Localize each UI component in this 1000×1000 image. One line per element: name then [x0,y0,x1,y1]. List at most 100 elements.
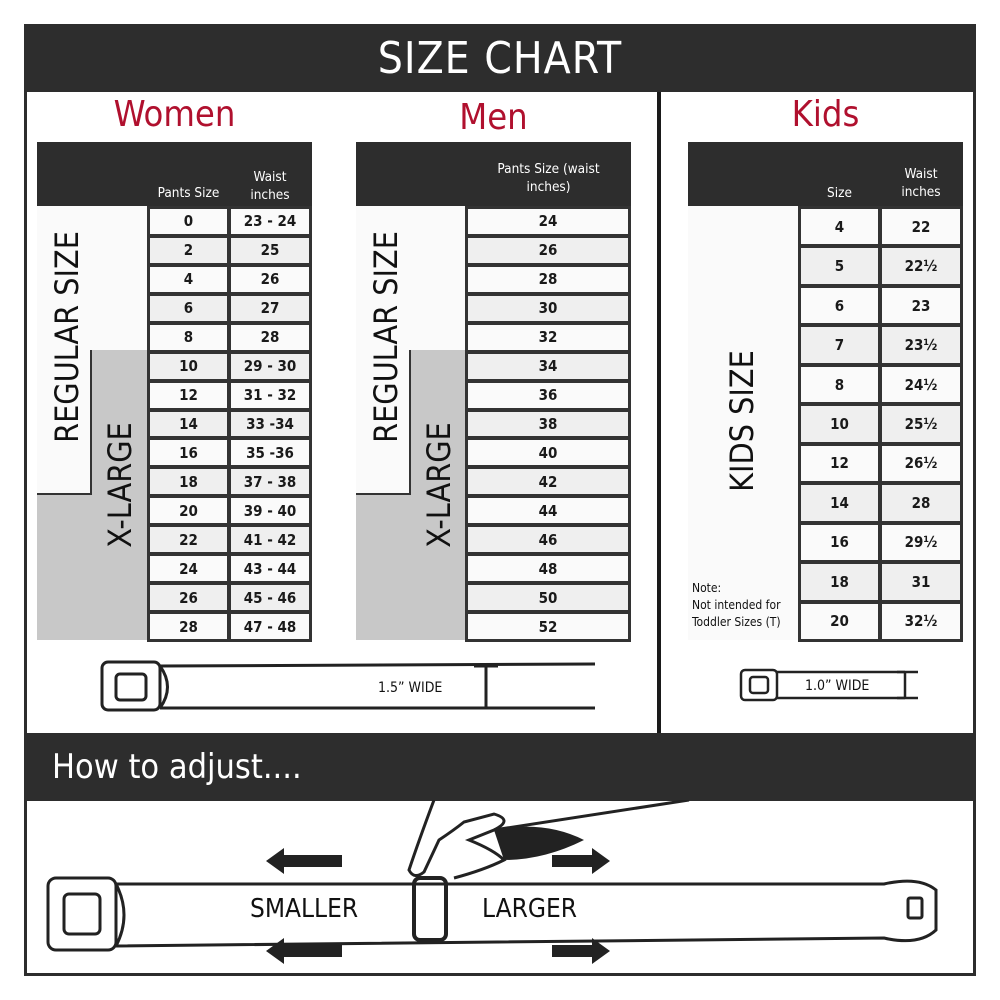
men-pants-size-cell: 42 [465,466,631,498]
adjust-belt-illustration [46,800,938,964]
men-pants-size-cell: 40 [465,437,631,469]
kids-header-size: Size [827,185,852,201]
women-pants-size-cell: 16 [147,437,230,469]
kids-size-label: KIDS SIZE [723,350,761,492]
kids-size-cell: 20 [798,600,881,642]
kids-size-cell: 14 [798,482,881,524]
men-pants-size-cell: 50 [465,582,631,614]
kids-table-header [688,142,963,208]
kids-waist-cell: 24½ [879,363,963,406]
men-pants-size-cell: 46 [465,524,631,556]
arrow-right-icon [552,848,610,964]
women-waist-cell: 28 [228,321,312,353]
women-waist-cell: 25 [228,234,312,266]
belt-width-illustrations [100,660,918,712]
women-waist-cell: 35 -36 [228,437,312,469]
women-waist-cell: 41 - 42 [228,524,312,556]
men-regular-label: REGULAR SIZE [367,231,405,443]
women-pants-size-cell: 8 [147,321,230,353]
smaller-label: SMALLER [250,894,359,924]
kids-title: Kids [791,94,860,135]
women-pants-size-cell: 4 [147,263,230,295]
women-pants-size-cell: 28 [147,611,230,642]
women-waist-cell: 39 - 40 [228,495,312,527]
kids-size-cell: 12 [798,442,881,485]
women-pants-size-cell: 0 [147,206,230,237]
women-pants-size-cell: 12 [147,379,230,411]
women-header-waist: Waist inches [250,169,290,203]
men-pants-size-cell: 36 [465,379,631,411]
men-pants-size-cell: 34 [465,350,631,382]
women-xlarge-label: X-LARGE [101,422,139,548]
larger-label: LARGER [482,894,578,924]
kids-waist-cell: 29½ [879,521,963,564]
kids-waist-cell: 25½ [879,403,963,445]
women-pants-size-cell: 10 [147,350,230,382]
kids-note-line: Note: [692,581,722,595]
section-divider [657,92,661,733]
women-waist-cell: 26 [228,263,312,295]
women-header-pants: Pants Size [157,185,220,201]
kids-note: Note: Not intended for Toddler Sizes (T) [692,580,781,631]
women-waist-cell: 27 [228,292,312,324]
adult-belt-icon [100,660,596,712]
kids-waist-cell: 32½ [879,600,963,642]
kids-note-line: Not intended for [692,598,781,612]
men-regular-region-top [356,206,466,350]
men-table-header [356,142,631,208]
men-pants-size-cell: 44 [465,495,631,527]
women-pants-size-cell: 18 [147,466,230,498]
kids-belt-width-label: 1.0” WIDE [805,678,870,694]
kids-note-line: Toddler Sizes (T) [692,615,781,629]
women-waist-cell: 29 - 30 [228,350,312,382]
men-regular-region-bottom [356,350,411,495]
women-waist-cell: 37 - 38 [228,466,312,498]
women-table-header [37,142,312,208]
women-pants-size-cell: 14 [147,408,230,440]
men-pants-size-cell: 52 [465,611,631,642]
men-header-pants: Pants Size (waist inches) [497,161,600,195]
men-pants-size-cell: 30 [465,292,631,324]
kids-size-cell: 5 [798,245,881,287]
kids-waist-cell: 28 [879,482,963,524]
kids-belt-icon [739,668,918,702]
kids-size-cell: 7 [798,324,881,366]
kids-size-cell: 8 [798,363,881,406]
kids-waist-cell: 26½ [879,442,963,485]
kids-waist-cell: 31 [879,561,963,603]
kids-size-cell: 4 [798,206,881,248]
women-regular-region-bottom [37,350,92,495]
men-pants-size-cell: 24 [465,206,631,237]
adjust-title: How to adjust.... [24,733,976,801]
page-title: SIZE CHART [24,24,976,92]
kids-size-cell: 16 [798,521,881,564]
adult-belt-width-label: 1.5” WIDE [378,680,443,696]
arrow-left-icon [266,848,342,964]
kids-size-cell: 10 [798,403,881,445]
kids-size-cell: 18 [798,561,881,603]
men-pants-size-cell: 38 [465,408,631,440]
men-pants-size-cell: 48 [465,553,631,585]
women-waist-cell: 31 - 32 [228,379,312,411]
women-pants-size-cell: 24 [147,553,230,585]
kids-size-cell: 6 [798,284,881,327]
women-pants-size-cell: 20 [147,495,230,527]
men-xlarge-label: X-LARGE [420,422,458,548]
women-title: Women [113,94,236,135]
men-pants-size-cell: 28 [465,263,631,295]
hand-icon [494,826,584,860]
women-waist-cell: 43 - 44 [228,553,312,585]
women-waist-cell: 45 - 46 [228,582,312,614]
women-pants-size-cell: 2 [147,234,230,266]
women-pants-size-cell: 26 [147,582,230,614]
men-pants-size-cell: 32 [465,321,631,353]
kids-waist-cell: 22 [879,206,963,248]
men-pants-size-cell: 26 [465,234,631,266]
women-waist-cell: 23 - 24 [228,206,312,237]
women-pants-size-cell: 6 [147,292,230,324]
women-regular-label: REGULAR SIZE [48,231,86,443]
women-pants-size-cell: 22 [147,524,230,556]
women-waist-cell: 47 - 48 [228,611,312,642]
kids-header-waist: Waist inches [901,166,941,200]
kids-waist-cell: 23 [879,284,963,327]
